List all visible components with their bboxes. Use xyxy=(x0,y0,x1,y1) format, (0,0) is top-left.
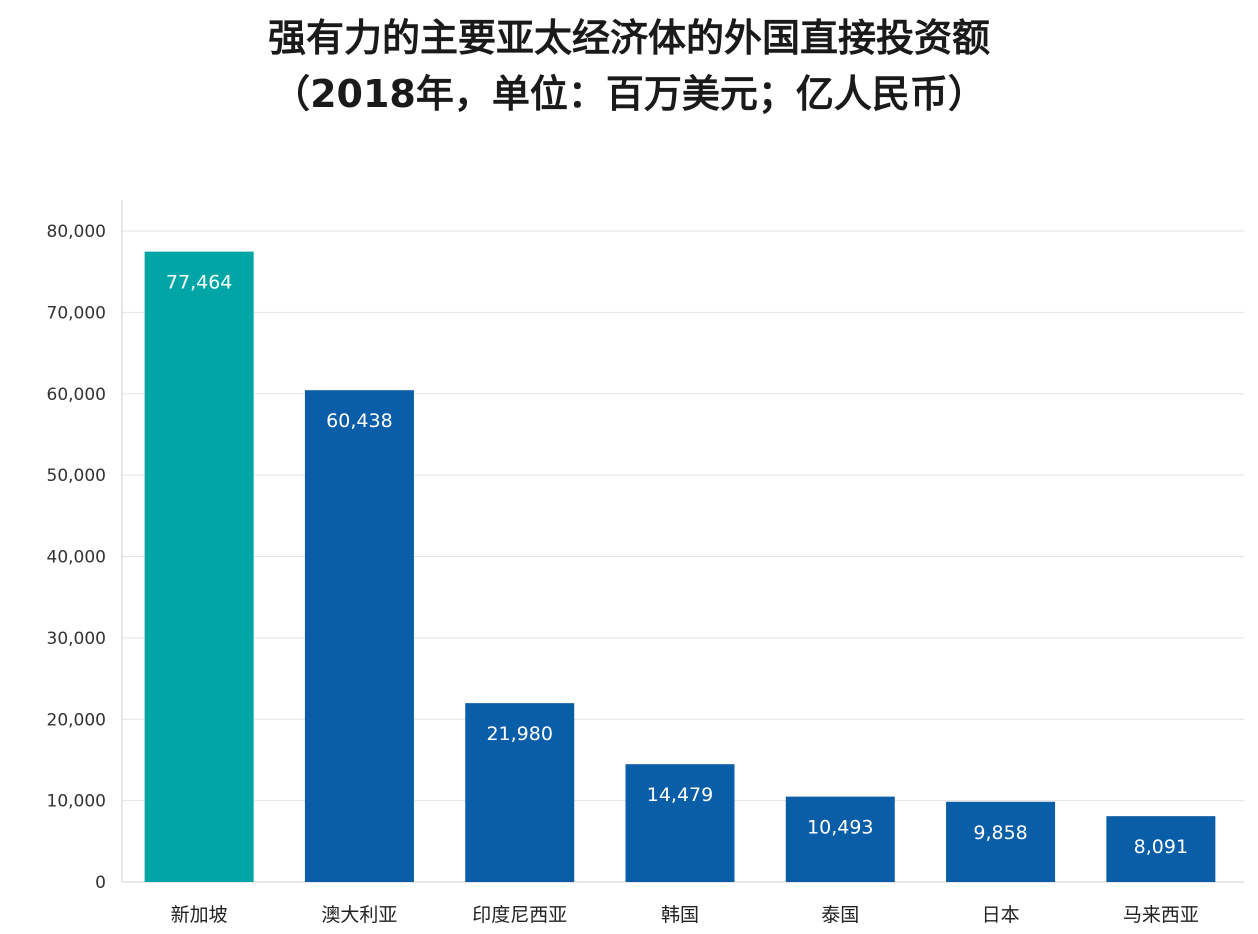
y-tick-label: 40,000 xyxy=(47,548,106,568)
data-label: 60,438 xyxy=(326,410,392,432)
bar-5 xyxy=(946,801,1056,882)
y-tick-label: 60,000 xyxy=(47,385,106,405)
data-label: 21,980 xyxy=(486,723,552,745)
y-tick-label: 20,000 xyxy=(47,710,106,730)
category-label: 日本 xyxy=(982,904,1020,926)
category-label: 新加坡 xyxy=(171,904,228,926)
category-label: 泰国 xyxy=(821,904,859,926)
chart-title-block: 强有力的主要亚太经济体的外国直接投资额 （2018年，单位：百万美元；亿人民币） xyxy=(0,10,1258,122)
y-tick-label: 50,000 xyxy=(47,466,106,486)
data-label: 14,479 xyxy=(647,784,713,806)
category-label: 马来西亚 xyxy=(1123,904,1199,926)
y-tick-label: 80,000 xyxy=(47,222,106,242)
bar-2 xyxy=(465,703,575,882)
data-label: 8,091 xyxy=(1134,836,1188,858)
bar-6 xyxy=(1106,816,1216,882)
data-label: 77,464 xyxy=(166,272,232,294)
y-tick-label: 30,000 xyxy=(47,629,106,649)
y-tick-label: 10,000 xyxy=(47,792,106,812)
category-label: 澳大利亚 xyxy=(321,904,397,926)
category-label: 印度尼西亚 xyxy=(472,904,567,926)
bar-4 xyxy=(785,796,895,882)
data-label: 10,493 xyxy=(807,817,873,839)
labels: 0 10,000 20,000 30,000 40,000 50,000 60,000 70,… xyxy=(47,222,1199,926)
y-tick-label: 70,000 xyxy=(47,303,106,323)
y-tick-label: 0 xyxy=(95,873,106,893)
category-label: 韩国 xyxy=(661,904,699,926)
chart-subtitle: （2018年，单位：百万美元；亿人民币） xyxy=(272,72,986,116)
data-label: 9,858 xyxy=(973,822,1027,844)
chart-title: 强有力的主要亚太经济体的外国直接投资额 xyxy=(267,16,990,60)
bar-1 xyxy=(304,390,414,882)
gridlines xyxy=(122,230,1244,802)
bars xyxy=(144,251,1216,882)
bar-3 xyxy=(625,764,735,882)
bar-0 xyxy=(144,251,254,882)
